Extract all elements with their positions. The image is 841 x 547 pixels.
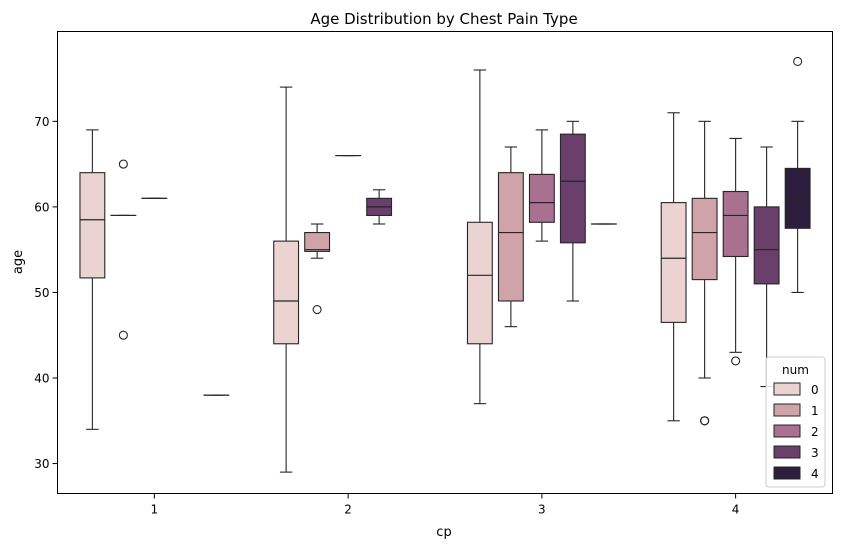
- x-axis-label: cp: [436, 525, 451, 540]
- iqr-box: [466, 221, 493, 345]
- outlier-point: [118, 330, 128, 340]
- legend-label-num-0: 0: [811, 383, 819, 397]
- iqr-box: [304, 232, 331, 252]
- iqr-box: [722, 190, 749, 258]
- legend-label-num-3: 3: [811, 446, 819, 460]
- iqr-box: [273, 240, 300, 345]
- box-cp3-num2: [528, 129, 555, 242]
- x-tick-label: 2: [344, 503, 352, 517]
- legend-swatch-num-3: [773, 445, 801, 459]
- box-cp4-num0: [660, 112, 687, 422]
- axes-frame: [57, 31, 833, 494]
- box-cp2-num3: [366, 189, 393, 225]
- outlier-point: [793, 56, 803, 66]
- iqr-box: [559, 133, 586, 244]
- x-tick-label: 3: [538, 503, 546, 517]
- box-cp1-num0: [79, 129, 106, 430]
- box-cp2-num1: [304, 223, 331, 315]
- legend-label-num-2: 2: [811, 425, 819, 439]
- iqr-box: [753, 206, 780, 285]
- legend-title: num: [782, 363, 809, 377]
- box-cp3-num0: [466, 69, 493, 405]
- iqr-box: [497, 172, 524, 302]
- outlier-point: [312, 305, 322, 315]
- y-tick-label: 70: [34, 115, 49, 129]
- legend-swatch-num-0: [773, 382, 801, 396]
- x-tick-label: 4: [732, 503, 740, 517]
- legend-swatch-num-4: [773, 466, 801, 480]
- iqr-box: [528, 173, 555, 223]
- box-cp4-num1: [691, 120, 718, 426]
- box-cp3-num1: [497, 146, 524, 328]
- box-cp1-num1: [110, 159, 137, 340]
- outlier-point: [118, 159, 128, 169]
- box-cp4-num3: [753, 146, 780, 388]
- legend-label-num-4: 4: [811, 467, 819, 481]
- legend-swatch-num-2: [773, 424, 801, 438]
- iqr-box: [660, 202, 687, 323]
- box-cp4-num4: [784, 56, 811, 293]
- y-axis-label: age: [11, 250, 26, 274]
- box-cp2-num0: [273, 86, 300, 473]
- box-cp3-num3: [559, 120, 586, 302]
- y-tick-label: 60: [34, 200, 49, 214]
- chart-title: Age Distribution by Chest Pain Type: [310, 10, 577, 28]
- box-cp4-num2: [722, 137, 749, 366]
- plot-area: 30 40 50 60 70 1 2 3 4: [34, 56, 811, 517]
- outlier-point: [700, 416, 710, 426]
- legend-label-num-1: 1: [811, 404, 819, 418]
- outlier-point: [731, 356, 741, 366]
- y-tick-label: 40: [34, 372, 49, 386]
- iqr-box: [79, 172, 106, 279]
- iqr-box: [691, 197, 718, 281]
- y-tick-label: 50: [34, 286, 49, 300]
- x-tick-label: 1: [151, 503, 159, 517]
- legend-swatch-num-1: [773, 403, 801, 417]
- y-tick-label: 30: [34, 457, 49, 471]
